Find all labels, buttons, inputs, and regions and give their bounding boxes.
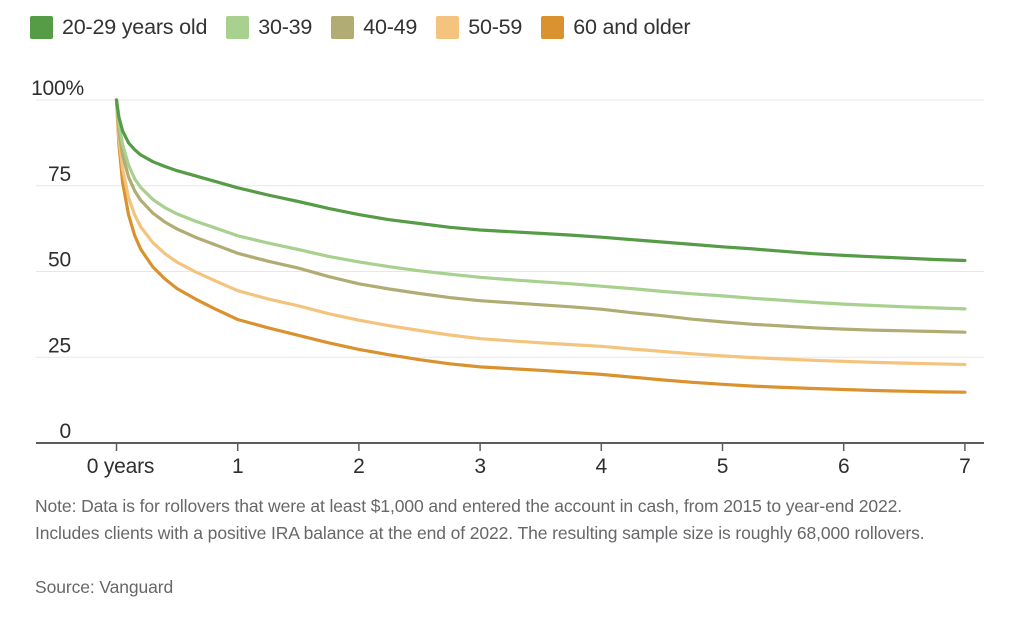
x-axis-label: 5 (717, 455, 728, 478)
legend-label-30-39: 30-39 (258, 15, 313, 39)
legend-item-20-29: 20-29 years old (30, 15, 207, 40)
chart-note: Note: Data is for rollovers that were at… (35, 496, 925, 543)
legend-swatch-30-39 (226, 16, 250, 39)
x-axis-label: 1 (232, 455, 243, 478)
x-axis-label: 3 (474, 455, 485, 478)
line-chart: 100% 75 50 25 0 0 years 1 2 3 4 5 6 7 (31, 77, 984, 478)
legend-swatch-50-59 (436, 16, 460, 39)
chart-legend: 20-29 years old 30-39 40-49 50-59 60 and… (30, 15, 691, 40)
x-axis-label: 6 (838, 455, 849, 478)
legend-label-20-29: 20-29 years old (62, 15, 208, 39)
x-axis-label: 2 (353, 455, 364, 478)
legend-swatch-40-49 (331, 16, 355, 39)
series-line-30-39 (114, 98, 967, 311)
legend-label-50-59: 50-59 (468, 15, 523, 39)
legend-item-50-59: 50-59 (436, 15, 522, 40)
series-line-60-and-older (114, 98, 967, 394)
legend-item-30-39: 30-39 (226, 15, 312, 40)
legend-item-40-49: 40-49 (331, 15, 417, 40)
legend-item-60-older: 60 and older (541, 15, 691, 40)
chart-source: Source: Vanguard (35, 577, 174, 597)
y-axis-label: 100% (31, 77, 84, 100)
y-axis-label: 25 (48, 334, 71, 357)
series-line-50-59 (114, 98, 967, 367)
series-line-20-29-years-old (114, 98, 967, 263)
y-axis-label: 0 (60, 420, 71, 443)
legend-swatch-20-29 (30, 16, 53, 39)
series-line-40-49 (114, 98, 967, 334)
x-axis-label: 7 (959, 455, 970, 478)
x-axis-label: 4 (596, 455, 608, 478)
legend-swatch-60-older (541, 16, 565, 39)
x-axis-label: 0 years (87, 455, 154, 478)
legend-label-40-49: 40-49 (363, 15, 418, 39)
legend-label-60-older: 60 and older (573, 15, 691, 39)
y-axis-label: 75 (48, 163, 71, 186)
y-axis-label: 50 (48, 249, 71, 272)
